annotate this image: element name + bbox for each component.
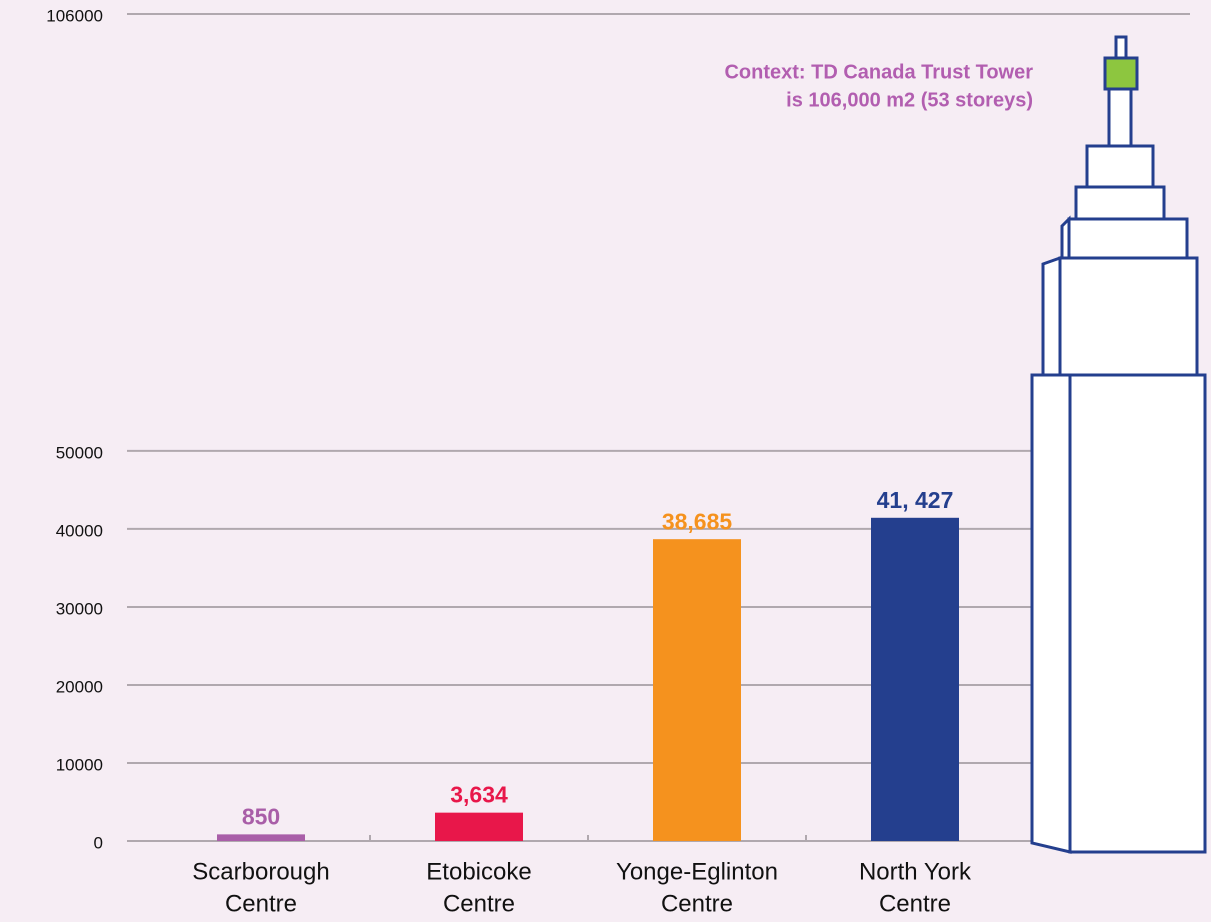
x-tick-label: Centre <box>443 890 515 917</box>
bar <box>871 517 959 841</box>
y-tick-label: 0 <box>94 833 103 852</box>
bar <box>653 539 741 841</box>
y-tick-label: 106000 <box>46 6 103 25</box>
x-tick-label: Etobicoke <box>426 858 531 885</box>
x-tick-label: Centre <box>879 890 951 917</box>
x-tick-label: North York <box>859 858 972 885</box>
x-tick-label: Centre <box>225 890 297 917</box>
x-tick-label: Yonge-Eglinton <box>616 858 778 885</box>
y-tick-label: 20000 <box>56 677 103 696</box>
value-label: 850 <box>242 803 280 829</box>
y-tick-label: 30000 <box>56 599 103 618</box>
x-tick-label: Scarborough <box>192 858 329 885</box>
value-label: 38,685 <box>662 508 733 534</box>
bar <box>435 812 523 841</box>
tower-illustration <box>1030 35 1207 854</box>
annotation: is 106,000 m2 (53 storeys) <box>786 89 1033 111</box>
annotation: Context: TD Canada Trust Tower <box>724 61 1033 83</box>
x-tick-label: Centre <box>661 890 733 917</box>
y-tick-label: 10000 <box>56 755 103 774</box>
value-label: 41, 427 <box>877 487 954 513</box>
value-label: 3,634 <box>450 782 508 808</box>
y-tick-label: 50000 <box>56 443 103 462</box>
bar <box>217 834 305 841</box>
y-tick-label: 40000 <box>56 521 103 540</box>
